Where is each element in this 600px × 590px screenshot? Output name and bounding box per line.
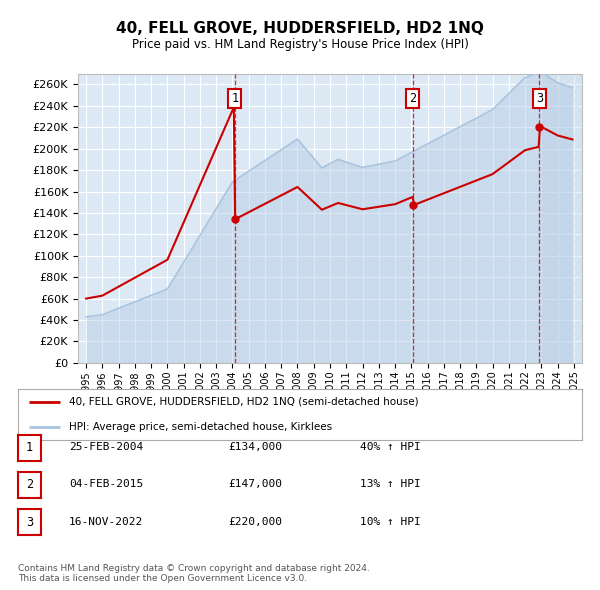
Text: 25-FEB-2004: 25-FEB-2004 (69, 442, 143, 452)
Text: 40% ↑ HPI: 40% ↑ HPI (360, 442, 421, 452)
Text: 1: 1 (232, 92, 238, 105)
Text: Price paid vs. HM Land Registry's House Price Index (HPI): Price paid vs. HM Land Registry's House … (131, 38, 469, 51)
Text: 40, FELL GROVE, HUDDERSFIELD, HD2 1NQ (semi-detached house): 40, FELL GROVE, HUDDERSFIELD, HD2 1NQ (s… (69, 397, 418, 407)
Text: 2: 2 (409, 92, 416, 105)
Text: HPI: Average price, semi-detached house, Kirklees: HPI: Average price, semi-detached house,… (69, 422, 332, 432)
Text: £134,000: £134,000 (228, 442, 282, 452)
Text: 13% ↑ HPI: 13% ↑ HPI (360, 480, 421, 489)
Text: 04-FEB-2015: 04-FEB-2015 (69, 480, 143, 489)
Text: £147,000: £147,000 (228, 480, 282, 489)
Text: 16-NOV-2022: 16-NOV-2022 (69, 517, 143, 526)
Text: 2: 2 (26, 478, 33, 491)
Text: 1: 1 (26, 441, 33, 454)
Text: £220,000: £220,000 (228, 517, 282, 526)
Text: 3: 3 (26, 516, 33, 529)
Text: 10% ↑ HPI: 10% ↑ HPI (360, 517, 421, 526)
Text: 40, FELL GROVE, HUDDERSFIELD, HD2 1NQ: 40, FELL GROVE, HUDDERSFIELD, HD2 1NQ (116, 21, 484, 35)
Text: Contains HM Land Registry data © Crown copyright and database right 2024.
This d: Contains HM Land Registry data © Crown c… (18, 563, 370, 583)
Text: 3: 3 (536, 92, 543, 105)
